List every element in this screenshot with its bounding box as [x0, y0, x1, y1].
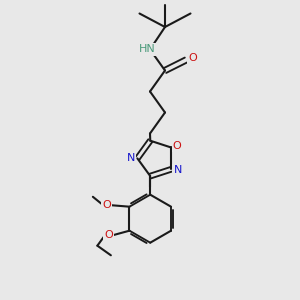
Text: N: N [127, 153, 135, 164]
Text: N: N [173, 165, 182, 175]
Text: O: O [173, 141, 182, 151]
Text: O: O [102, 200, 111, 210]
Text: O: O [188, 52, 197, 63]
Text: O: O [104, 230, 113, 240]
Text: HN: HN [139, 44, 156, 55]
